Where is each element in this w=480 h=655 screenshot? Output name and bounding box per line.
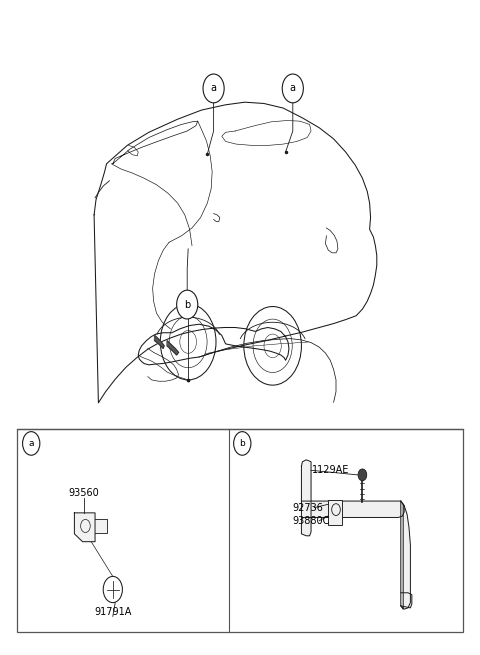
- Polygon shape: [167, 341, 179, 355]
- Bar: [17, 429, 463, 632]
- Bar: [328, 500, 342, 525]
- Polygon shape: [301, 460, 311, 536]
- Text: b: b: [184, 299, 191, 310]
- Circle shape: [23, 432, 40, 455]
- Text: b: b: [240, 439, 245, 448]
- Polygon shape: [401, 501, 410, 609]
- Text: 93560: 93560: [69, 488, 99, 498]
- Text: 93880C: 93880C: [293, 515, 330, 526]
- Polygon shape: [401, 593, 412, 608]
- Polygon shape: [74, 513, 95, 542]
- Text: a: a: [28, 439, 34, 448]
- Text: 92736: 92736: [293, 502, 324, 513]
- Text: a: a: [290, 83, 296, 94]
- Circle shape: [358, 469, 367, 481]
- Circle shape: [282, 74, 303, 103]
- Polygon shape: [301, 501, 404, 517]
- Text: 91791A: 91791A: [94, 607, 132, 617]
- Text: a: a: [211, 83, 216, 94]
- Text: 1129AE: 1129AE: [312, 465, 349, 476]
- Polygon shape: [95, 519, 107, 533]
- Circle shape: [177, 290, 198, 319]
- Polygon shape: [401, 501, 403, 609]
- Circle shape: [203, 74, 224, 103]
- Circle shape: [234, 432, 251, 455]
- Polygon shape: [155, 335, 164, 348]
